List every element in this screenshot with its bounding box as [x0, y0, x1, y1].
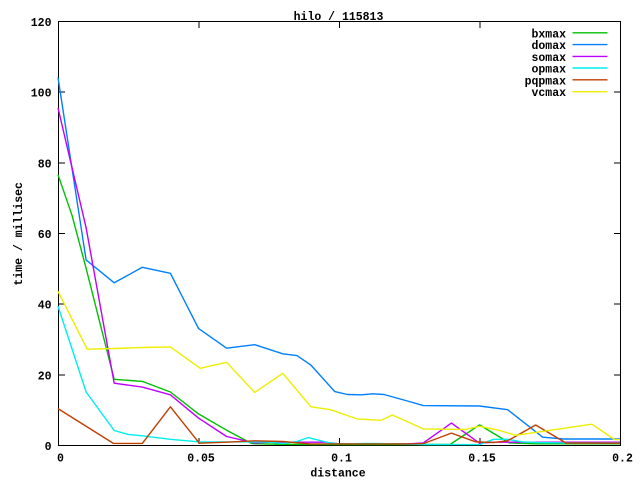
svg-text:0.1: 0.1	[331, 453, 352, 466]
svg-text:0: 0	[57, 453, 64, 466]
svg-text:hilo / 115813: hilo / 115813	[294, 11, 384, 24]
svg-text:20: 20	[38, 370, 52, 383]
svg-text:pqpmax: pqpmax	[525, 75, 567, 88]
svg-text:opmax: opmax	[531, 64, 566, 77]
svg-text:40: 40	[38, 300, 52, 313]
svg-text:80: 80	[38, 158, 52, 171]
svg-text:time / millisec: time / millisec	[13, 182, 26, 286]
svg-text:somax: somax	[531, 52, 566, 65]
svg-text:bxmax: bxmax	[531, 28, 566, 41]
svg-text:60: 60	[38, 229, 52, 242]
svg-text:100: 100	[31, 88, 52, 101]
svg-text:0.15: 0.15	[468, 453, 496, 466]
svg-text:distance: distance	[310, 468, 365, 481]
svg-text:120: 120	[31, 17, 52, 30]
svg-text:0.05: 0.05	[187, 453, 215, 466]
svg-text:domax: domax	[531, 40, 566, 53]
svg-text:0: 0	[45, 441, 52, 454]
svg-text:vcmax: vcmax	[531, 87, 566, 100]
svg-text:0.2: 0.2	[612, 453, 633, 466]
